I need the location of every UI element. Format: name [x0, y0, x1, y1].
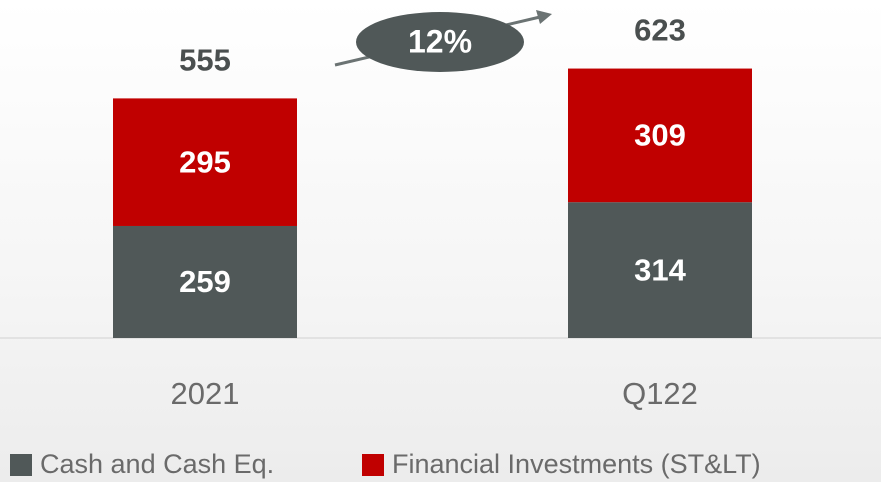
bar-segment: [568, 68, 752, 203]
x-tick-label: 2021: [171, 376, 240, 411]
bar-segment: [113, 98, 297, 226]
data-label: 295: [179, 144, 231, 179]
bar-segment: [113, 225, 297, 338]
bar-segment: [568, 202, 752, 338]
legend-swatch: [10, 454, 32, 476]
data-label: 259: [179, 264, 231, 299]
growth-bubble: [356, 12, 524, 72]
legend-label: Cash and Cash Eq.: [40, 449, 274, 479]
total-label: 623: [634, 13, 686, 48]
data-label: 314: [634, 252, 686, 287]
arrow-head: [536, 10, 552, 24]
legend-swatch: [362, 454, 384, 476]
total-label: 555: [179, 43, 231, 78]
growth-label: 12%: [408, 23, 472, 59]
legend-label: Financial Investments (ST&LT): [392, 449, 761, 479]
data-label: 309: [634, 118, 686, 153]
x-tick-label: Q122: [622, 376, 698, 411]
